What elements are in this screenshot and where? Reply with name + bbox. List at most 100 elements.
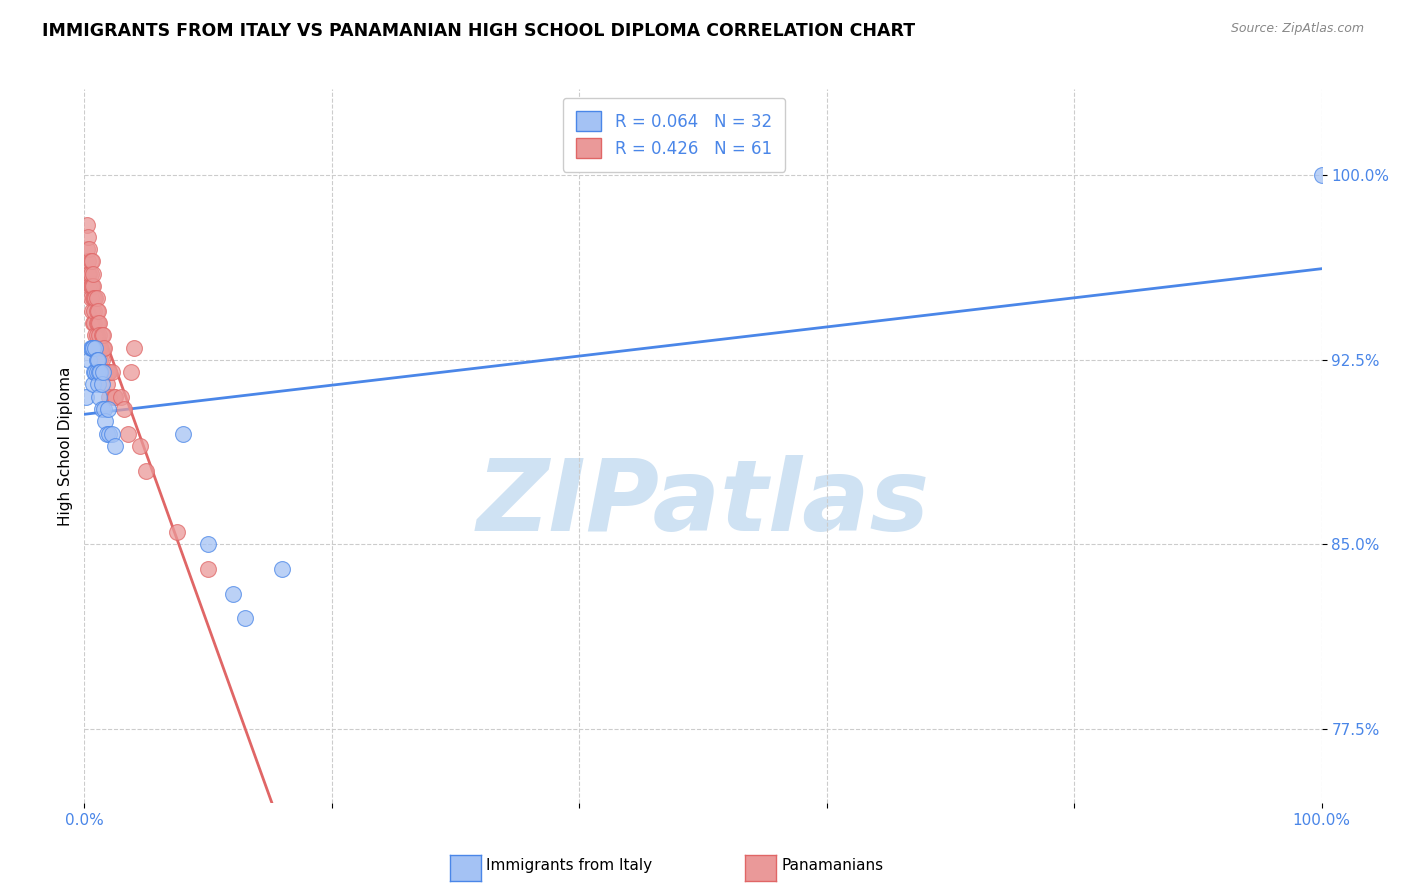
Point bbox=[122, 341, 145, 355]
Point bbox=[84, 365, 107, 379]
Point bbox=[100, 365, 122, 379]
Point bbox=[79, 254, 101, 268]
Point bbox=[271, 562, 294, 576]
Text: Panamanians: Panamanians bbox=[782, 858, 884, 872]
Point bbox=[84, 341, 107, 355]
Point bbox=[112, 402, 135, 417]
Point bbox=[82, 291, 104, 305]
Point bbox=[93, 341, 115, 355]
Point bbox=[75, 390, 97, 404]
Point bbox=[91, 341, 114, 355]
Point bbox=[104, 390, 127, 404]
Point bbox=[103, 390, 125, 404]
Point bbox=[86, 352, 108, 367]
Point bbox=[77, 254, 100, 268]
Point bbox=[90, 352, 112, 367]
Point bbox=[135, 464, 157, 478]
Point bbox=[79, 279, 101, 293]
Point bbox=[77, 267, 100, 281]
Point bbox=[96, 365, 118, 379]
Point bbox=[90, 377, 112, 392]
Point bbox=[97, 365, 120, 379]
Point bbox=[80, 303, 103, 318]
Point bbox=[82, 341, 104, 355]
Point bbox=[98, 390, 121, 404]
Point bbox=[84, 328, 107, 343]
Point bbox=[80, 341, 103, 355]
Point bbox=[91, 365, 114, 379]
Y-axis label: High School Diploma: High School Diploma bbox=[58, 367, 73, 525]
Point bbox=[172, 426, 194, 441]
Point bbox=[91, 328, 114, 343]
Point bbox=[79, 352, 101, 367]
Point bbox=[98, 365, 121, 379]
Point bbox=[80, 279, 103, 293]
Point bbox=[104, 439, 127, 453]
Point bbox=[87, 352, 110, 367]
Point bbox=[89, 352, 111, 367]
Point bbox=[83, 303, 105, 318]
Point bbox=[76, 218, 98, 232]
Point bbox=[76, 242, 98, 256]
Text: IMMIGRANTS FROM ITALY VS PANAMANIAN HIGH SCHOOL DIPLOMA CORRELATION CHART: IMMIGRANTS FROM ITALY VS PANAMANIAN HIGH… bbox=[42, 22, 915, 40]
Point bbox=[166, 525, 188, 540]
Point bbox=[86, 365, 108, 379]
Point bbox=[100, 426, 122, 441]
Point bbox=[98, 426, 121, 441]
Point bbox=[79, 341, 101, 355]
Text: ZIPatlas: ZIPatlas bbox=[477, 455, 929, 551]
Point bbox=[87, 341, 110, 355]
Point bbox=[129, 439, 152, 453]
Point bbox=[84, 291, 107, 305]
Point bbox=[89, 390, 111, 404]
Point bbox=[96, 377, 118, 392]
Point bbox=[90, 328, 112, 343]
Point bbox=[89, 328, 111, 343]
Point bbox=[82, 279, 104, 293]
Point bbox=[89, 316, 111, 330]
Text: Immigrants from Italy: Immigrants from Italy bbox=[486, 858, 652, 872]
Point bbox=[79, 242, 101, 256]
Point bbox=[89, 365, 111, 379]
Point bbox=[233, 611, 256, 625]
Point bbox=[86, 303, 108, 318]
Point bbox=[83, 316, 105, 330]
Point bbox=[82, 377, 104, 392]
Point bbox=[97, 402, 120, 417]
Point bbox=[222, 587, 245, 601]
Point bbox=[82, 316, 104, 330]
Point bbox=[80, 254, 103, 268]
Point bbox=[87, 377, 110, 392]
Point bbox=[86, 328, 108, 343]
Point bbox=[79, 279, 101, 293]
Point bbox=[110, 390, 132, 404]
Point bbox=[1310, 169, 1333, 183]
Point bbox=[89, 365, 111, 379]
Point bbox=[79, 267, 101, 281]
Point bbox=[120, 365, 142, 379]
Point bbox=[94, 414, 117, 428]
Point bbox=[87, 303, 110, 318]
Point bbox=[83, 291, 105, 305]
Point bbox=[93, 365, 115, 379]
Point bbox=[117, 426, 139, 441]
Point bbox=[91, 365, 114, 379]
Point bbox=[197, 562, 219, 576]
Point bbox=[96, 426, 118, 441]
Point bbox=[87, 316, 110, 330]
Point bbox=[79, 267, 101, 281]
Point bbox=[89, 341, 111, 355]
Point bbox=[90, 402, 112, 417]
Point bbox=[86, 291, 108, 305]
Point bbox=[83, 365, 105, 379]
Legend: R = 0.064   N = 32, R = 0.426   N = 61: R = 0.064 N = 32, R = 0.426 N = 61 bbox=[562, 97, 785, 171]
Point bbox=[86, 316, 108, 330]
Point bbox=[82, 267, 104, 281]
Point bbox=[197, 537, 219, 551]
Point bbox=[93, 402, 115, 417]
Text: Source: ZipAtlas.com: Source: ZipAtlas.com bbox=[1230, 22, 1364, 36]
Point bbox=[77, 230, 100, 244]
Point bbox=[94, 365, 117, 379]
Point bbox=[79, 291, 101, 305]
Point bbox=[89, 341, 111, 355]
